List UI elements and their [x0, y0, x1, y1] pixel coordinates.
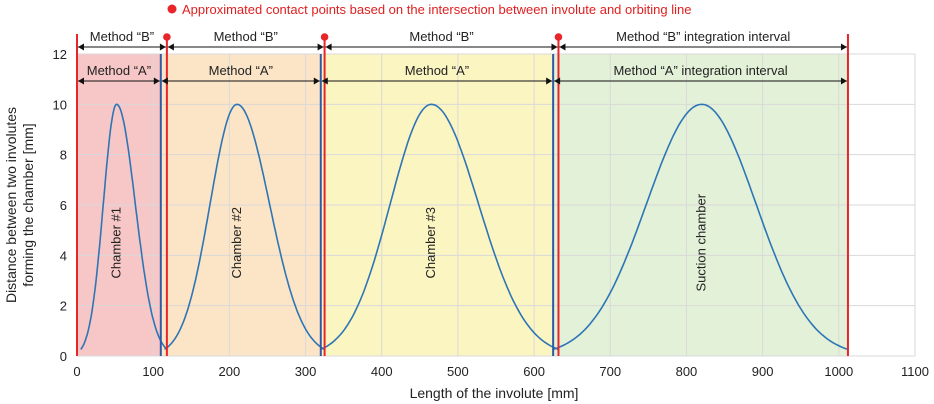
x-tick-label-6: 600 [523, 364, 545, 379]
curve-chamber-3 [320, 103, 559, 351]
chamber-label-2: Chamber #2 [229, 207, 244, 279]
y-tick-label-2: 4 [60, 248, 67, 263]
method-a-label-1: Method “A” [87, 63, 151, 78]
chamber-label-4: Suction chamber [694, 193, 709, 291]
method-b-arrowhead-right-2 [317, 43, 324, 51]
method-a-label-3: Method “A” [405, 63, 469, 78]
method-a-arrowhead-right-3 [546, 77, 553, 85]
method-a-label-2: Method “A” [209, 63, 273, 78]
method-a-arrowhead-right-1 [153, 77, 160, 85]
axis-ticks: 0 100 200 300 400 500 600 700 800 900 1000 1100 0 2 4 6… [53, 47, 929, 379]
method-b-label-1: Method “B” [90, 29, 154, 44]
method-b-arrowhead-left-1 [78, 43, 84, 51]
method-a-arrowhead-left-2 [161, 77, 168, 85]
y-tick-label-5: 10 [53, 97, 67, 112]
x-tick-label-8: 800 [676, 364, 698, 379]
y-tick-label-0: 0 [60, 349, 67, 364]
x-tick-label-0: 0 [73, 364, 80, 379]
method-b-label-2: Method “B” [214, 29, 278, 44]
method-a-arrowhead-left-1 [78, 77, 84, 85]
y-axis-title-line-2: forming the chamber [mm] [20, 123, 36, 286]
y-tick-label-1: 2 [60, 299, 67, 314]
x-tick-label-10: 1000 [824, 364, 853, 379]
method-intervals: Method “B” Method “B” Method “B” Method “B”… [78, 29, 847, 85]
contact-point-3 [554, 33, 563, 41]
y-tick-label-3: 6 [60, 198, 67, 213]
x-tick-label-5: 500 [447, 364, 469, 379]
curve-chamber-1 [80, 103, 168, 350]
method-b-arrowhead-right-4 [840, 43, 847, 51]
y-axis-title: Distance between two involutes forming t… [3, 107, 36, 303]
chamber-curves [80, 103, 849, 351]
method-b-label-3: Method “B” [409, 29, 473, 44]
method-b-arrowhead-left-4 [559, 43, 566, 51]
chamber-label-3: Chamber #3 [423, 207, 438, 279]
method-b-label-4: Method “B” integration interval [616, 29, 790, 44]
boundary-lines [76, 33, 849, 356]
x-axis-title: Length of the involute [mm] [410, 385, 579, 401]
x-tick-label-3: 300 [295, 364, 317, 379]
y-tick-label-6: 12 [53, 47, 67, 62]
legend: Approximated contact points based on the… [167, 2, 692, 17]
grid-lines [76, 53, 916, 357]
curve-chamber-4 [552, 103, 849, 351]
y-tick-label-4: 8 [60, 148, 67, 163]
chamber-labels: Chamber #1 Chamber #2 Chamber #3 Suction ch… [109, 193, 709, 291]
x-tick-label-9: 900 [752, 364, 774, 379]
x-tick-label-7: 700 [599, 364, 621, 379]
method-a-arrowhead-right-4 [840, 77, 847, 85]
method-b-arrowhead-left-3 [325, 43, 332, 51]
contact-point-2 [320, 33, 329, 41]
x-tick-label-4: 400 [371, 364, 393, 379]
method-b-arrowhead-left-2 [167, 43, 174, 51]
contact-point-1 [163, 33, 171, 41]
method-a-label-4: Method “A” integration interval [613, 63, 787, 78]
method-b-arrowhead-right-1 [159, 43, 166, 51]
curve-chamber-2 [164, 103, 325, 351]
legend-text: Approximated contact points based on the… [182, 2, 692, 17]
method-a-arrowhead-left-3 [321, 77, 328, 85]
method-b-arrowhead-right-3 [551, 43, 558, 51]
chamber-label-1: Chamber #1 [109, 207, 124, 279]
y-axis-title-line-1: Distance between two involutes [3, 107, 19, 303]
legend-marker [167, 4, 177, 14]
method-a-arrowhead-left-4 [554, 77, 561, 85]
method-a-arrowhead-right-2 [313, 77, 320, 85]
x-tick-label-11: 1100 [901, 364, 929, 379]
x-tick-label-1: 100 [142, 364, 164, 379]
x-tick-label-2: 200 [219, 364, 241, 379]
